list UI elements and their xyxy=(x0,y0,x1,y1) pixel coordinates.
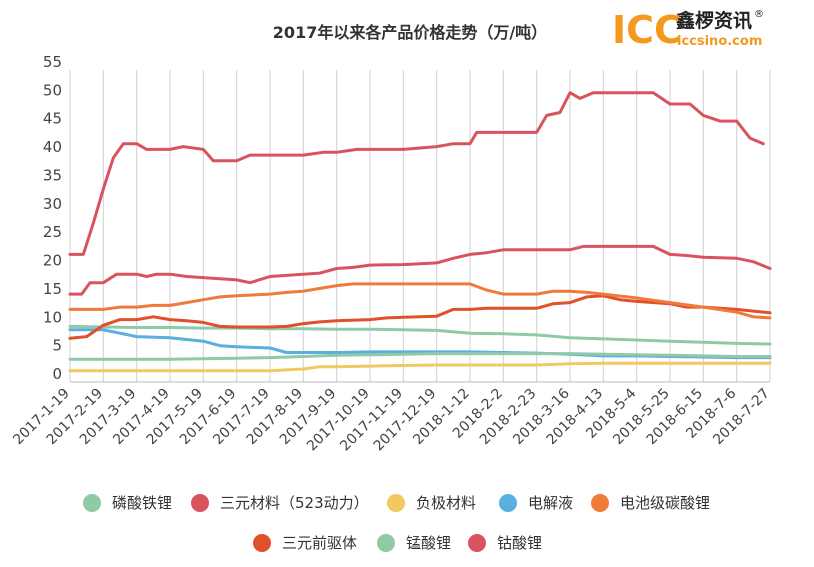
y-tick-label: 45 xyxy=(43,110,62,128)
legend-label: 锰酸锂 xyxy=(406,534,451,552)
legend-item: 三元前驱体 xyxy=(253,534,357,552)
y-tick-label: 10 xyxy=(43,308,62,326)
grid xyxy=(69,70,771,383)
series-lines xyxy=(68,91,772,373)
chart-title: 2017年以来各产品价格走势（万/吨） xyxy=(273,23,547,42)
legend-label: 磷酸铁锂 xyxy=(112,494,172,512)
series-line-5 xyxy=(68,294,772,340)
legend-item: 负极材料 xyxy=(387,494,476,512)
legend-marker xyxy=(468,534,486,552)
series-line-6 xyxy=(68,352,772,361)
y-tick-label: 25 xyxy=(43,223,62,241)
logo-brand: ICC xyxy=(612,8,682,52)
y-tick-label: 5 xyxy=(52,337,62,355)
series-line-1 xyxy=(68,244,772,296)
logo: ICC 鑫椤资讯 iccsino.com ® xyxy=(612,8,764,52)
y-tick-label: 35 xyxy=(43,166,62,184)
legend-marker xyxy=(377,534,395,552)
legend-label: 钴酸锂 xyxy=(497,534,542,552)
legend-item: 电解液 xyxy=(499,494,573,512)
y-tick-label: 30 xyxy=(43,195,62,213)
legend-item: 三元材料（523动力） xyxy=(191,494,369,512)
legend-marker xyxy=(387,494,405,512)
legend-label: 三元材料（523动力） xyxy=(220,494,369,512)
logo-registered-mark: ® xyxy=(754,9,764,20)
legend-marker xyxy=(191,494,209,512)
legend-label: 电池级碳酸锂 xyxy=(620,494,710,512)
x-axis: 2017-1-192017-2-192017-3-192017-4-192017… xyxy=(10,385,773,454)
legend-label: 电解液 xyxy=(528,494,573,512)
legend-marker xyxy=(253,534,271,552)
legend-marker xyxy=(499,494,517,512)
y-tick-label: 20 xyxy=(43,252,62,270)
legend-marker xyxy=(591,494,609,512)
legend-label: 负极材料 xyxy=(416,494,476,512)
logo-cn-text: 鑫椤资讯 xyxy=(675,9,752,32)
y-axis: 0 5 10 15 20 25 30 35 40 45 50 55 xyxy=(43,53,62,383)
y-tick-label: 15 xyxy=(43,280,62,298)
series-line-0 xyxy=(68,324,772,346)
series-line-7 xyxy=(68,91,765,256)
legend-item: 钴酸锂 xyxy=(468,534,542,552)
y-tick-label: 50 xyxy=(43,81,62,99)
y-tick-label: 0 xyxy=(52,365,62,383)
legend-label: 三元前驱体 xyxy=(282,534,357,552)
series-line-4 xyxy=(68,282,772,320)
legend-item: 锰酸锂 xyxy=(377,534,451,552)
series-line-2 xyxy=(68,361,772,373)
legend-item: 电池级碳酸锂 xyxy=(591,494,710,512)
legend-marker xyxy=(83,494,101,512)
logo-url: iccsino.com xyxy=(677,34,762,49)
legend-item: 磷酸铁锂 xyxy=(83,494,172,512)
y-tick-label: 40 xyxy=(43,138,62,156)
y-tick-label: 55 xyxy=(43,53,62,71)
